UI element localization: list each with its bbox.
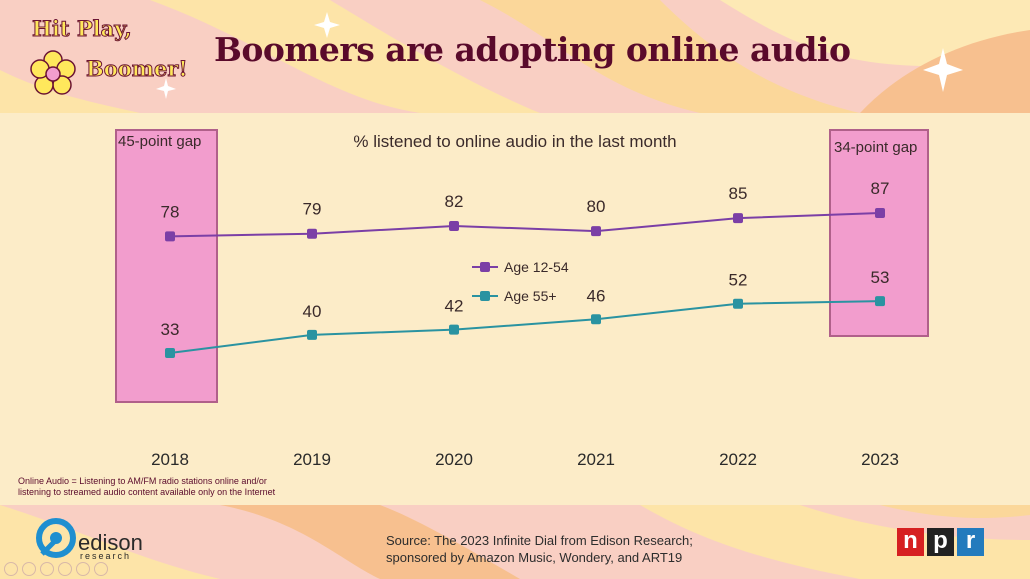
page-title: Boomers are adopting online audio bbox=[214, 30, 851, 69]
data-label-0-2: 82 bbox=[445, 192, 464, 211]
data-point-1-0 bbox=[165, 348, 175, 358]
line-chart: 78 79 82 80 85 87 33 40 42 46 52 53 Age 12-54 Age 55+… bbox=[115, 129, 929, 469]
npr-letter-p: p bbox=[927, 528, 954, 556]
edison-logo-subtext: research bbox=[80, 551, 132, 561]
logo-text-line1: Hit Play, bbox=[32, 16, 133, 42]
x-tick-label-2023: 2023 bbox=[861, 450, 899, 469]
source-line1: Source: The 2023 Infinite Dial from Edis… bbox=[386, 533, 693, 548]
slide-control-pen-icon[interactable] bbox=[40, 562, 54, 576]
x-tick-label-2022: 2022 bbox=[719, 450, 757, 469]
series-line-0 bbox=[169, 212, 881, 238]
source-line2: sponsored by Amazon Music, Wondery, and … bbox=[386, 550, 683, 565]
legend-label-1: Age 55+ bbox=[504, 288, 557, 304]
data-point-1-3 bbox=[591, 314, 601, 325]
legend-marker-1 bbox=[480, 291, 490, 301]
slide-control-zoom-icon[interactable] bbox=[58, 562, 72, 576]
logo-text-line2: Boomer! bbox=[86, 56, 189, 82]
data-label-1-3: 46 bbox=[587, 286, 606, 305]
gap-label-2023: 34-point gap bbox=[834, 139, 918, 156]
series-line-1 bbox=[169, 300, 881, 354]
x-tick-label-2019: 2019 bbox=[293, 450, 331, 469]
gap-label-2018: 45-point gap bbox=[118, 133, 202, 150]
data-label-0-3: 80 bbox=[587, 197, 606, 216]
chart-title: % listened to online audio in the last m… bbox=[353, 132, 677, 151]
npr-logo: n p r bbox=[897, 528, 984, 556]
legend-marker-0 bbox=[480, 262, 490, 272]
edison-logo-text: edison bbox=[78, 530, 143, 555]
legend-label-0: Age 12-54 bbox=[504, 259, 569, 275]
data-point-0-0 bbox=[165, 231, 175, 242]
slide-controls[interactable] bbox=[4, 562, 108, 576]
x-tick-label-2020: 2020 bbox=[435, 450, 473, 469]
npr-letter-r: r bbox=[957, 528, 984, 556]
x-tick-label-2021: 2021 bbox=[577, 450, 615, 469]
data-label-0-1: 79 bbox=[303, 200, 322, 219]
data-point-1-2 bbox=[449, 324, 459, 335]
data-point-0-5 bbox=[875, 208, 885, 218]
slide-control-next-icon[interactable] bbox=[22, 562, 36, 576]
data-label-1-5: 53 bbox=[871, 268, 890, 287]
data-label-0-0: 78 bbox=[161, 202, 180, 221]
data-label-1-0: 33 bbox=[161, 320, 180, 339]
npr-letter-n: n bbox=[897, 528, 924, 556]
data-label-0-5: 87 bbox=[871, 179, 890, 198]
data-label-0-4: 85 bbox=[729, 184, 748, 203]
slide-control-menu-icon[interactable] bbox=[76, 562, 90, 576]
slide-control-more-icon[interactable] bbox=[94, 562, 108, 576]
data-point-1-5 bbox=[875, 296, 885, 307]
highlight-box-2018 bbox=[115, 129, 218, 403]
source-note: Source: The 2023 Infinite Dial from Edis… bbox=[386, 532, 806, 566]
data-point-0-1 bbox=[307, 228, 317, 239]
data-point-0-2 bbox=[449, 220, 459, 231]
data-label-1-1: 40 bbox=[303, 302, 322, 321]
data-point-1-1 bbox=[307, 329, 317, 340]
footnote: Online Audio = Listening to AM/FM radio … bbox=[18, 476, 276, 497]
flower-icon bbox=[30, 50, 76, 95]
data-label-1-2: 42 bbox=[445, 297, 464, 316]
data-point-0-4 bbox=[733, 213, 743, 224]
data-point-1-4 bbox=[733, 298, 743, 309]
x-tick-label-2018: 2018 bbox=[151, 450, 189, 469]
data-label-1-4: 52 bbox=[729, 271, 748, 290]
edison-logo-icon bbox=[36, 518, 76, 558]
slide-control-prev-icon[interactable] bbox=[4, 562, 18, 576]
data-point-0-3 bbox=[591, 226, 601, 237]
